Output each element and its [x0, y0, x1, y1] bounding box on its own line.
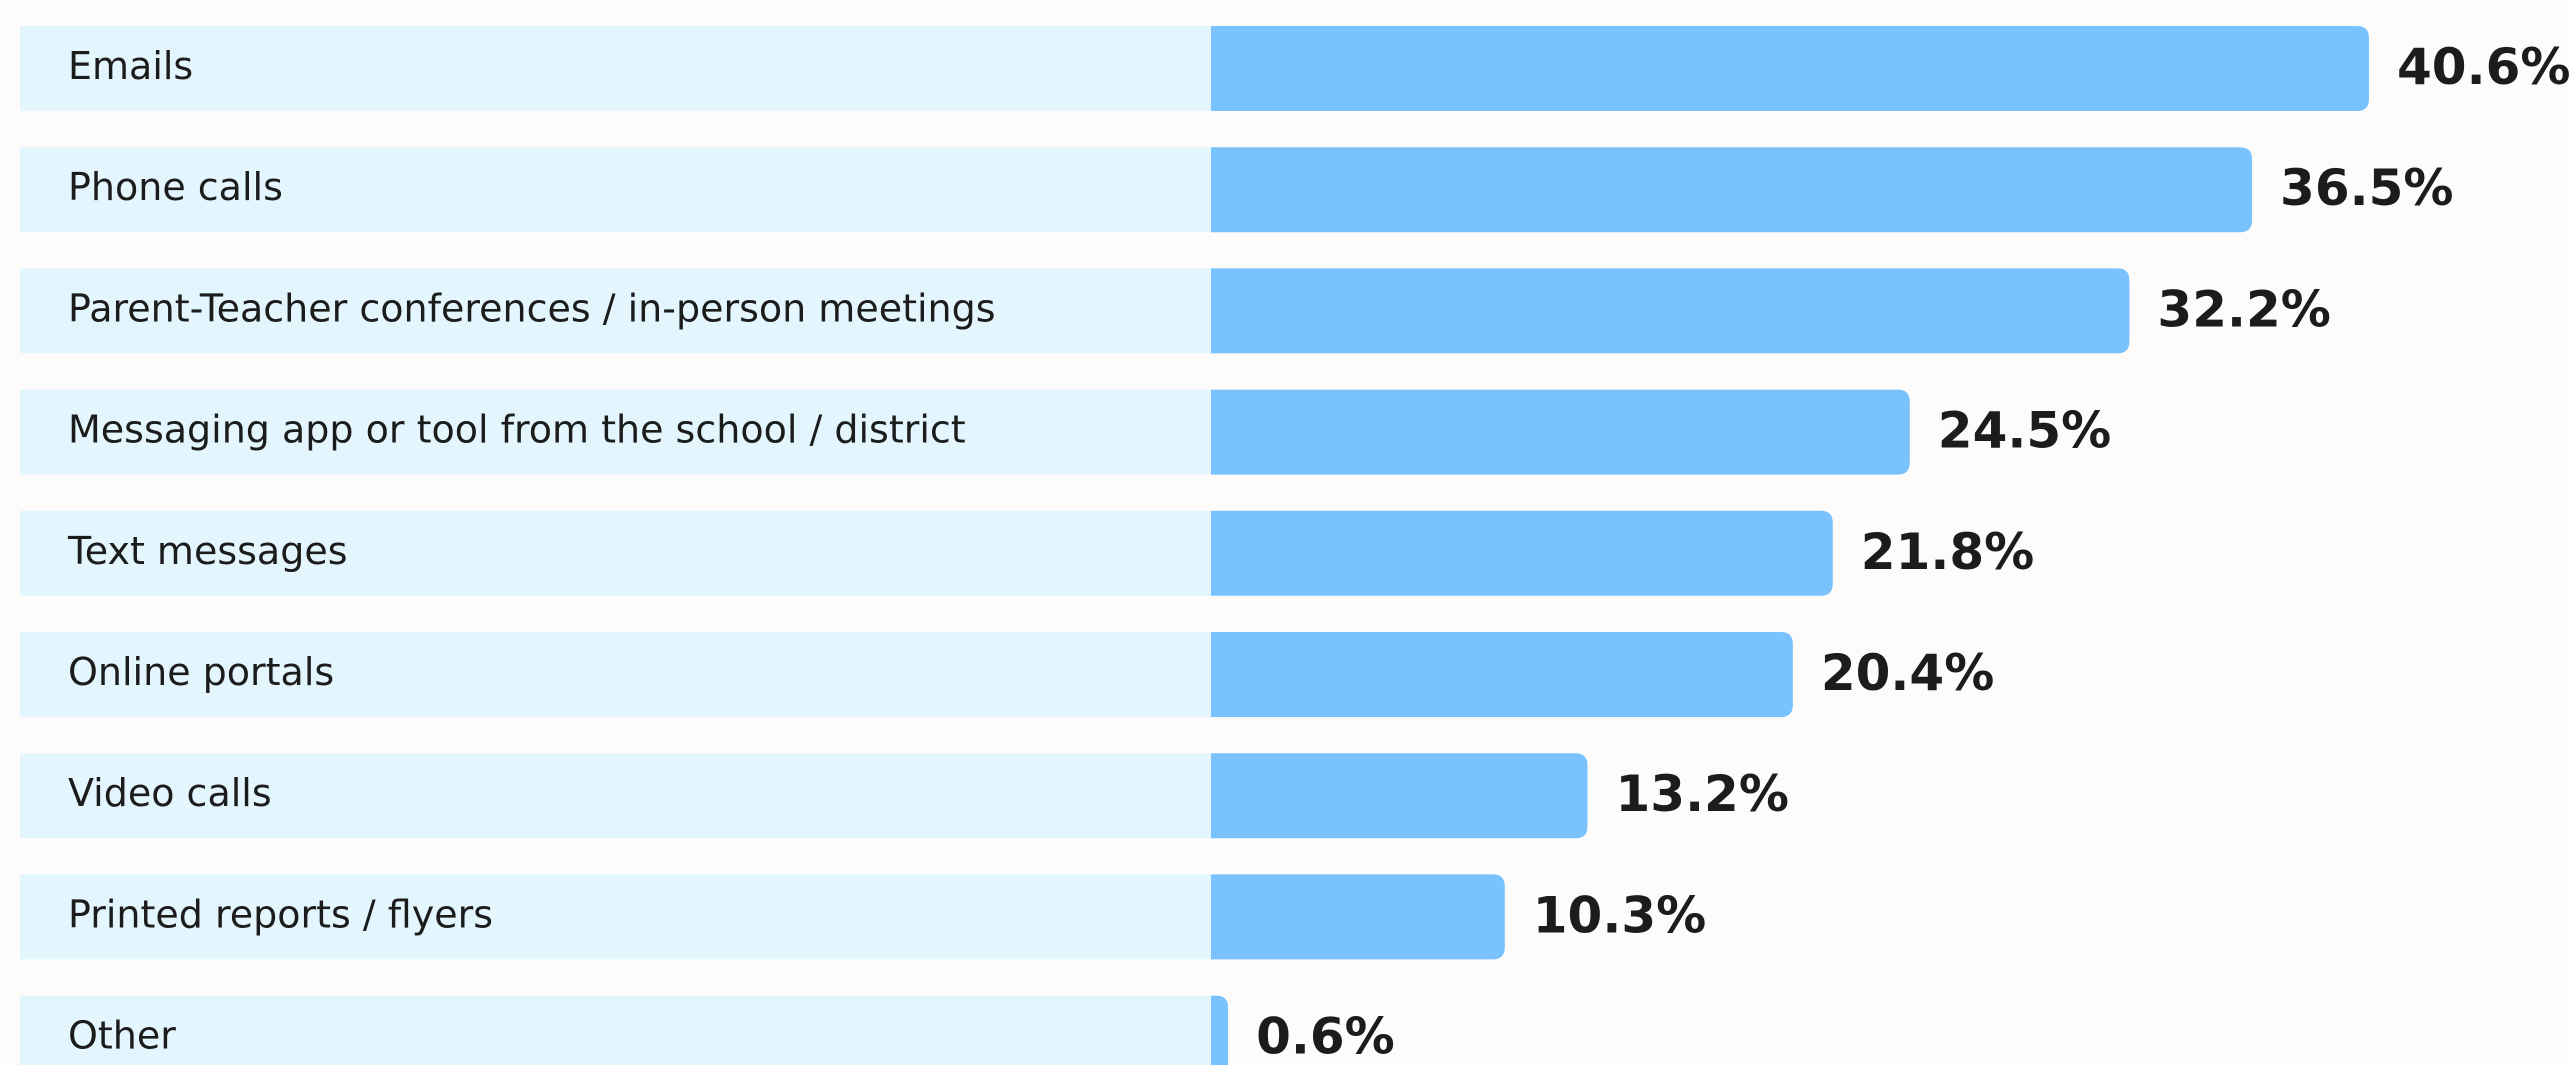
bar — [1211, 268, 2130, 354]
label-band — [20, 268, 1211, 354]
category-label: Messaging app or tool from the school / … — [68, 408, 966, 452]
value-label: 10.3% — [1533, 886, 1706, 944]
label-band — [20, 632, 1211, 717]
value-label: 0.6% — [1256, 1008, 1395, 1065]
label-band — [20, 389, 1211, 475]
bar — [1211, 632, 1793, 717]
value-label: 21.8% — [1861, 523, 2034, 581]
value-label: 36.5% — [2280, 159, 2453, 217]
category-label: Text messages — [67, 529, 348, 573]
bar — [1211, 147, 2253, 233]
value-label: 40.6% — [2397, 38, 2569, 96]
category-label: Other — [68, 1014, 176, 1058]
bar — [1211, 874, 1505, 960]
label-band — [20, 995, 1211, 1065]
category-label: Online portals — [68, 650, 334, 694]
bar — [1211, 753, 1588, 839]
value-label: 13.2% — [1615, 765, 1788, 823]
label-band — [20, 26, 1211, 111]
value-label: 20.4% — [1821, 644, 1994, 702]
bar — [1211, 510, 1833, 596]
value-label: 32.2% — [2157, 280, 2330, 338]
category-label: Phone calls — [68, 165, 283, 209]
category-label: Parent-Teacher conferences / in-person m… — [68, 286, 996, 330]
bar — [1211, 389, 1910, 475]
bar — [1211, 995, 1229, 1065]
category-label: Emails — [68, 44, 193, 88]
category-label: Printed reports / flyers — [68, 892, 493, 936]
label-band — [20, 753, 1211, 839]
category-label: Video calls — [68, 771, 272, 815]
value-label: 24.5% — [1938, 402, 2111, 460]
label-band — [20, 147, 1211, 233]
label-band — [20, 510, 1211, 596]
label-band — [20, 874, 1211, 960]
bar — [1211, 26, 2369, 111]
